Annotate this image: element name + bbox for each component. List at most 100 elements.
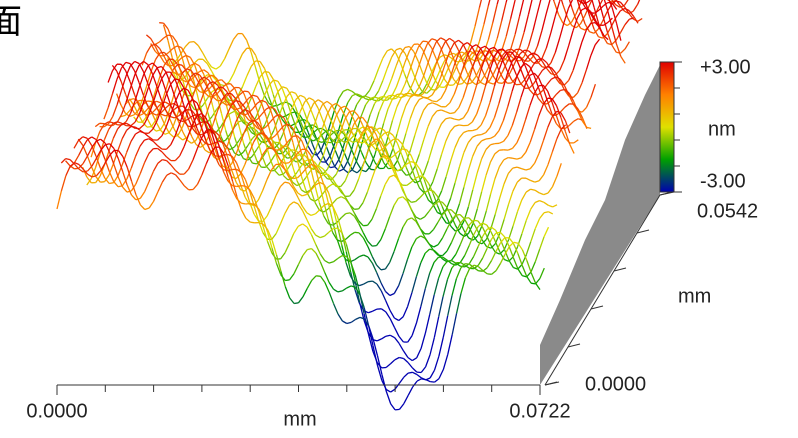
surface-line xyxy=(112,150,119,165)
surface-line xyxy=(357,165,364,180)
surface-line xyxy=(247,126,253,130)
surface-line xyxy=(548,211,554,215)
surface-line xyxy=(208,81,214,85)
surface-line xyxy=(353,216,360,225)
surface-line xyxy=(394,382,400,390)
surface-line xyxy=(260,135,266,144)
surface-line xyxy=(470,63,477,76)
surface-line xyxy=(533,58,539,65)
surface-line xyxy=(227,165,234,182)
surface-line xyxy=(472,134,478,138)
surface-line xyxy=(290,99,297,110)
surface-line xyxy=(297,203,304,211)
surface-line xyxy=(313,113,319,127)
surface-line xyxy=(237,86,244,96)
surface-line xyxy=(335,131,341,140)
surface-line xyxy=(484,101,491,116)
surface-line xyxy=(481,238,487,245)
surface-line xyxy=(615,22,622,41)
surface-line xyxy=(332,206,339,217)
surface-line xyxy=(199,84,205,93)
surface-line xyxy=(473,264,479,268)
surface-line xyxy=(344,105,350,111)
surface-line xyxy=(174,169,181,175)
surface-line xyxy=(234,88,240,100)
surface-line xyxy=(433,316,440,338)
surface-line xyxy=(384,261,391,270)
surface-line xyxy=(221,114,228,128)
surface-line xyxy=(125,61,131,65)
surface-line xyxy=(564,103,570,108)
surface-line xyxy=(208,133,215,147)
surface-line xyxy=(495,242,501,252)
surface-line xyxy=(337,290,343,293)
surface-line xyxy=(308,124,314,136)
surface-line xyxy=(637,0,641,5)
surface-line xyxy=(404,70,411,84)
surface-line xyxy=(543,192,549,196)
surface-line xyxy=(300,176,307,191)
surface-line xyxy=(501,55,507,61)
surface-line xyxy=(432,193,439,207)
surface-line xyxy=(195,102,201,117)
surface-line xyxy=(384,131,389,134)
surface-line xyxy=(300,94,305,98)
surface-line xyxy=(317,127,323,138)
surface-line xyxy=(360,95,366,99)
surface-line xyxy=(427,192,434,205)
surface-line xyxy=(506,48,512,51)
surface-line xyxy=(104,154,111,164)
surface-line xyxy=(526,271,532,278)
surface-line xyxy=(157,147,163,153)
surface-line xyxy=(296,153,302,157)
surface-line xyxy=(371,127,377,135)
surface-line xyxy=(393,285,400,294)
surface-line xyxy=(525,208,532,221)
surface-line xyxy=(375,138,381,142)
surface-line xyxy=(223,161,229,178)
surface-line xyxy=(462,61,468,74)
surface-line xyxy=(499,219,505,234)
surface-line xyxy=(462,83,469,98)
surface-line xyxy=(367,310,373,314)
surface-line xyxy=(547,116,553,128)
surface-line xyxy=(400,47,406,55)
surface-line xyxy=(262,132,268,137)
surface-line xyxy=(521,220,527,235)
surface-line xyxy=(260,152,267,161)
surface-line xyxy=(284,169,290,178)
surface-line xyxy=(593,28,599,38)
surface-line xyxy=(113,181,119,188)
surface-line xyxy=(534,189,540,194)
surface-line xyxy=(196,174,203,185)
surface-line xyxy=(121,129,128,140)
surface-line xyxy=(395,54,402,66)
surface-line xyxy=(294,106,301,121)
surface-line xyxy=(86,147,93,157)
surface-line xyxy=(252,102,258,109)
surface-line xyxy=(481,229,488,238)
surface-line xyxy=(353,142,360,157)
surface-line xyxy=(190,78,196,88)
surface-line xyxy=(322,114,328,128)
surface-line xyxy=(82,168,89,175)
surface-line xyxy=(458,152,465,168)
surface-line xyxy=(348,123,355,136)
surface-line xyxy=(358,302,365,321)
surface-line xyxy=(328,228,334,233)
surface-line xyxy=(340,105,346,109)
surface-line xyxy=(296,138,303,155)
surface-line xyxy=(371,256,378,266)
surface-line xyxy=(341,287,348,292)
surface-line xyxy=(471,113,478,123)
surface-line xyxy=(581,29,587,43)
surface-line xyxy=(480,81,486,86)
surface-line xyxy=(576,41,583,57)
surface-line xyxy=(450,117,455,120)
surface-line xyxy=(177,64,183,73)
surface-line xyxy=(161,94,167,109)
surface-line xyxy=(442,354,449,370)
surface-line xyxy=(65,160,71,167)
surface-line xyxy=(177,135,184,141)
surface-line xyxy=(372,338,379,356)
